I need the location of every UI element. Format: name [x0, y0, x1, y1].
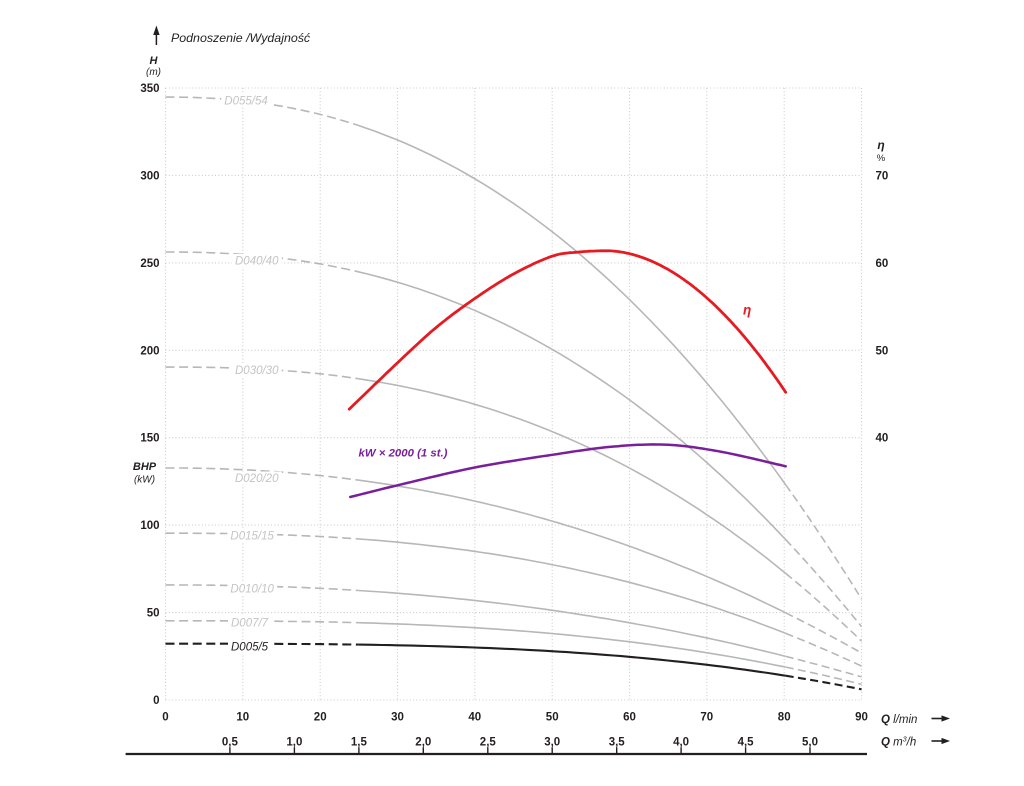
svg-text:350: 350	[140, 83, 159, 95]
svg-text:D040/40: D040/40	[235, 256, 279, 268]
svg-text:30: 30	[391, 712, 404, 724]
svg-text:Q l/min: Q l/min	[881, 714, 917, 726]
svg-text:3,5: 3,5	[609, 737, 626, 749]
svg-text:50: 50	[546, 712, 559, 724]
svg-text:0: 0	[162, 712, 168, 724]
svg-text:250: 250	[140, 258, 159, 270]
svg-text:H: H	[150, 55, 159, 67]
svg-text:50: 50	[876, 345, 889, 357]
svg-text:%: %	[877, 153, 886, 164]
svg-text:2,0: 2,0	[415, 737, 431, 749]
svg-text:300: 300	[140, 170, 159, 182]
svg-text:D005/5: D005/5	[231, 641, 269, 653]
svg-text:D007/7: D007/7	[231, 618, 269, 630]
svg-text:2,5: 2,5	[480, 737, 497, 749]
svg-text:70: 70	[876, 170, 889, 182]
svg-text:Podnoszenie /Wydajność: Podnoszenie /Wydajność	[171, 31, 311, 45]
svg-text:50: 50	[147, 608, 160, 620]
svg-text:4,0: 4,0	[673, 737, 689, 749]
svg-text:200: 200	[140, 345, 159, 357]
svg-text:60: 60	[876, 258, 889, 270]
svg-text:1,0: 1,0	[286, 737, 302, 749]
svg-text:100: 100	[140, 520, 159, 532]
svg-text:Q m3/h: Q m3/h	[881, 737, 916, 749]
svg-text:D055/54: D055/54	[224, 96, 267, 108]
svg-text:4,5: 4,5	[738, 737, 755, 749]
svg-text:D020/20: D020/20	[235, 473, 279, 485]
svg-text:3,0: 3,0	[544, 737, 560, 749]
svg-text:η: η	[877, 138, 884, 152]
svg-text:BHP: BHP	[133, 461, 157, 473]
svg-text:D010/10: D010/10	[230, 583, 274, 595]
svg-text:kW × 2000 (1 st.): kW × 2000 (1 st.)	[359, 448, 448, 460]
svg-text:0,5: 0,5	[222, 737, 239, 749]
svg-text:η: η	[743, 303, 751, 318]
svg-text:40: 40	[468, 712, 481, 724]
svg-text:60: 60	[623, 712, 636, 724]
svg-text:0: 0	[153, 695, 159, 707]
svg-text:80: 80	[778, 712, 791, 724]
svg-text:90: 90	[855, 712, 868, 724]
svg-text:1,5: 1,5	[351, 737, 368, 749]
svg-text:70: 70	[700, 712, 713, 724]
svg-text:20: 20	[314, 712, 327, 724]
svg-text:(kW): (kW)	[134, 475, 155, 486]
svg-text:40: 40	[876, 433, 889, 445]
svg-text:10: 10	[236, 712, 249, 724]
svg-text:D030/30: D030/30	[235, 365, 279, 377]
svg-text:5,0: 5,0	[802, 737, 818, 749]
svg-text:150: 150	[140, 433, 159, 445]
svg-text:(m): (m)	[146, 67, 161, 78]
svg-text:D015/15: D015/15	[230, 531, 274, 543]
